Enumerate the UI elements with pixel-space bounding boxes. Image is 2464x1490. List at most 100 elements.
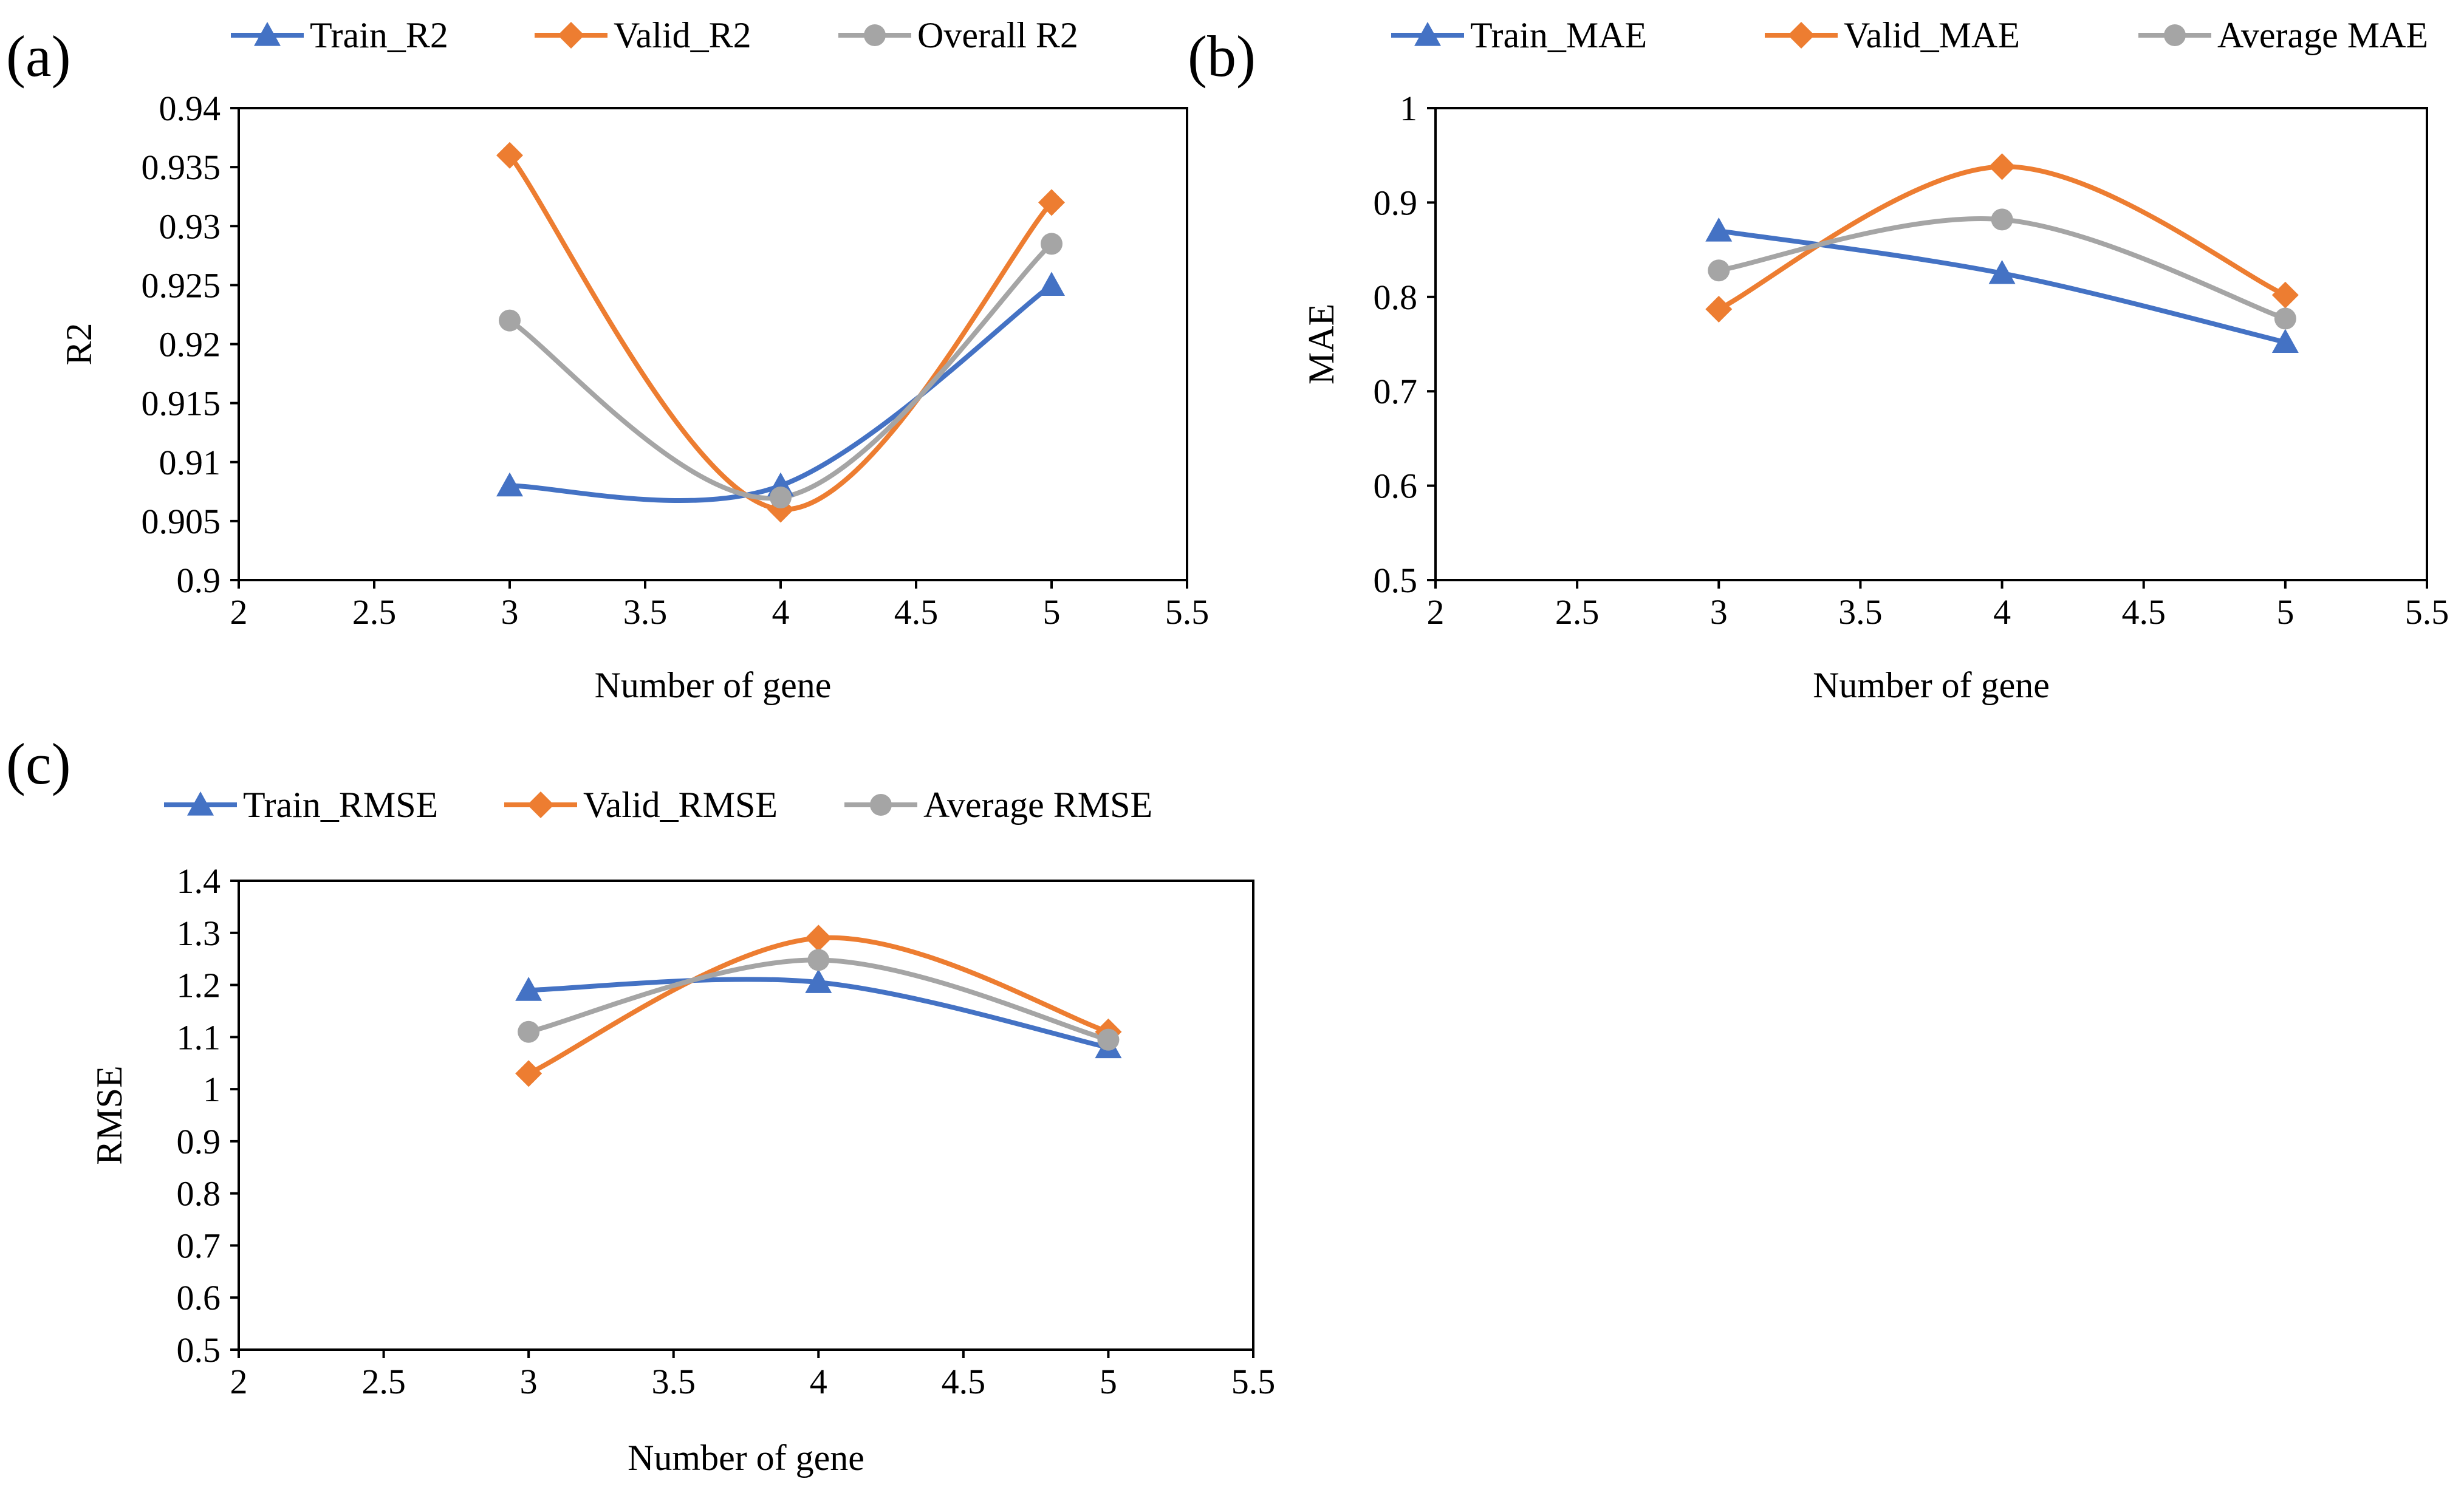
legend-swatch-marker: [527, 791, 554, 818]
legend-swatch-marker: [1414, 22, 1441, 46]
legend-label: Average RMSE: [923, 785, 1152, 825]
data-point: [2271, 329, 2299, 353]
panel-label: (b): [1188, 24, 1256, 89]
x-tick-label: 3: [1710, 592, 1728, 632]
y-tick-label: 0.91: [159, 443, 221, 482]
legend-label: Average MAE: [2217, 15, 2428, 55]
data-point: [805, 924, 832, 952]
x-tick-label: 4: [1993, 592, 2011, 632]
data-point: [1038, 189, 1065, 216]
series-line-valid_r2: [507, 152, 1054, 512]
x-tick-label: 5: [1100, 1362, 1117, 1401]
y-tick-label: 0.905: [142, 502, 221, 541]
y-tick-label: 0.92: [159, 325, 221, 364]
plot-area: [238, 107, 1188, 581]
data-point: [515, 977, 542, 1001]
y-tick-label: 0.6: [1374, 466, 1418, 506]
y-tick-label: 0.9: [1374, 183, 1418, 222]
x-tick-label: 2: [1427, 592, 1445, 632]
legend-swatch-marker: [864, 24, 886, 46]
data-point: [1038, 272, 1065, 296]
x-axis-title: Number of gene: [1813, 665, 2050, 705]
y-tick-label: 0.935: [142, 148, 221, 187]
data-point: [1991, 208, 2013, 231]
x-tick-label: 3.5: [623, 592, 668, 632]
ticks: 2 2.5 3 3.5 4 4.5 5 5.5 0.9 0.905 0.91 0.915 0.92 0.9…: [142, 89, 1210, 632]
x-axis-title: Number of gene: [628, 1438, 864, 1478]
y-tick-label: 0.93: [159, 207, 221, 246]
y-tick-label: 0.8: [177, 1174, 221, 1214]
y-tick-label: 1.4: [177, 861, 221, 901]
y-tick-label: 0.5: [177, 1330, 221, 1370]
panel-c: (c) Train_RMSE Valid_RMSE Average RMSE 2 2.…: [6, 731, 1275, 1478]
data-point: [499, 309, 521, 332]
y-tick-label: 0.7: [1374, 372, 1418, 411]
panel-label: (a): [6, 24, 71, 89]
x-tick-label: 5.5: [1231, 1362, 1276, 1401]
x-tick-label: 5: [1043, 592, 1061, 632]
series-layer: [496, 142, 1065, 523]
x-tick-label: 2: [230, 1362, 248, 1401]
x-tick-label: 3.5: [1838, 592, 1883, 632]
data-point: [496, 472, 523, 497]
data-point: [496, 142, 523, 169]
legend-label: Train_RMSE: [243, 785, 438, 825]
data-point: [2274, 307, 2296, 330]
data-point: [2271, 281, 2299, 309]
y-tick-label: 0.9: [177, 561, 221, 600]
y-tick-label: 1.2: [177, 966, 221, 1005]
y-axis-title: R2: [59, 323, 99, 365]
x-tick-label: 4: [772, 592, 790, 632]
legend: Train_MAE Valid_MAE Average MAE: [1391, 15, 2428, 55]
legend-label: Valid_RMSE: [583, 785, 778, 825]
data-point: [1708, 259, 1730, 282]
panel-b: (b) Train_MAE Valid_MAE Average MAE 2 2.5 3 3…: [1188, 15, 2449, 705]
data-point: [1097, 1028, 1120, 1051]
ticks: 2 2.5 3 3.5 4 4.5 5 5.5 0.5 0.6 0.7 0.8 0.9 1 1.1 1.2 1.…: [177, 861, 1276, 1401]
x-tick-label: 2: [230, 592, 248, 632]
legend-label: Valid_MAE: [1844, 15, 2020, 55]
x-tick-label: 2.5: [1555, 592, 1600, 632]
y-tick-label: 0.6: [177, 1278, 221, 1317]
panel-a: (a) Train_R2 Valid_R2 Overall R2 2 2.5 3 3.5 4…: [6, 15, 1209, 705]
x-tick-label: 4.5: [2121, 592, 2166, 632]
data-point: [1988, 153, 2016, 180]
series-layer: [515, 924, 1122, 1087]
y-tick-label: 1.3: [177, 914, 221, 953]
x-tick-label: 5.5: [2405, 592, 2449, 632]
data-point: [1705, 296, 1733, 323]
y-tick-label: 0.8: [1374, 278, 1418, 317]
legend: Train_RMSE Valid_RMSE Average RMSE: [164, 785, 1152, 825]
ticks: 2 2.5 3 3.5 4 4.5 5 5.5 0.5 0.6 0.7 0.8 0.9 1: [1374, 89, 2449, 632]
data-point: [515, 1060, 542, 1087]
y-tick-label: 1: [203, 1070, 221, 1109]
panel-label: (c): [6, 731, 71, 796]
y-tick-label: 0.94: [159, 89, 221, 128]
x-tick-label: 2.5: [352, 592, 397, 632]
series-layer: [1705, 153, 2299, 353]
legend-swatch-marker: [2164, 24, 2186, 46]
y-tick-label: 1: [1400, 89, 1417, 128]
x-tick-label: 3: [520, 1362, 538, 1401]
legend-label: Valid_R2: [614, 15, 751, 55]
x-tick-label: 3.5: [651, 1362, 696, 1401]
legend-swatch-marker: [1788, 22, 1815, 49]
plot-area: [238, 880, 1254, 1351]
x-tick-label: 2.5: [361, 1362, 406, 1401]
series-line-valid_mae: [1716, 164, 2288, 312]
legend-swatch-marker: [870, 794, 892, 816]
y-tick-label: 0.925: [142, 265, 221, 305]
x-tick-label: 3: [501, 592, 519, 632]
data-point: [518, 1020, 540, 1043]
y-axis-title: MAE: [1301, 304, 1341, 384]
x-tick-label: 5.5: [1165, 592, 1210, 632]
data-point: [1041, 233, 1063, 255]
data-point: [807, 949, 830, 971]
y-tick-label: 0.9: [177, 1122, 221, 1161]
legend-swatch-marker: [254, 22, 281, 46]
data-point: [1988, 259, 2016, 284]
series-line-overall-r2: [507, 241, 1054, 501]
x-tick-label: 4.5: [894, 592, 939, 632]
x-tick-label: 4: [810, 1362, 827, 1401]
